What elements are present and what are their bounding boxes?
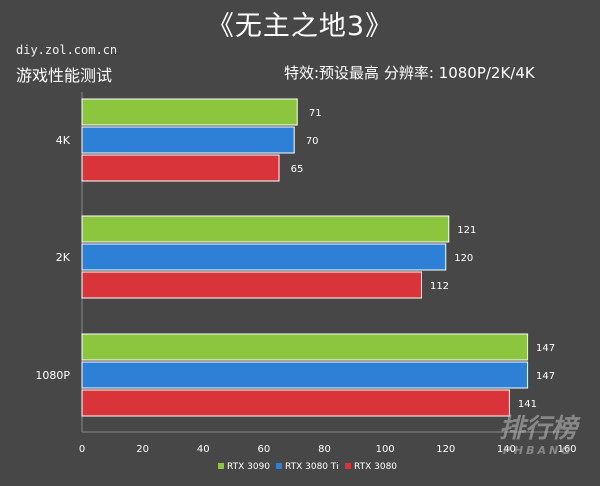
legend-swatch xyxy=(276,463,282,469)
x-tick-label: 100 xyxy=(376,444,395,455)
bar xyxy=(81,389,510,417)
legend-label: RTX 3080 Ti xyxy=(285,462,339,472)
bar-value-label: 120 xyxy=(454,253,473,264)
category-label: 4K xyxy=(56,134,71,147)
bar-value-label: 147 xyxy=(536,343,555,354)
x-tick-label: 160 xyxy=(557,444,576,455)
legend-label: RTX 3090 xyxy=(227,462,270,472)
watermark-main: 排行榜 xyxy=(498,414,577,444)
bar xyxy=(81,271,422,299)
chart-subtitle-left: 游戏性能测试 xyxy=(16,66,113,85)
bar xyxy=(81,243,447,271)
x-tick-label: 60 xyxy=(258,444,271,455)
chart-title: 《无主之地3》 xyxy=(206,11,394,42)
bar-value-label: 147 xyxy=(536,371,555,382)
chart-subtitle-right: 特效:预设最高 分辨率: 1080P/2K/4K xyxy=(284,64,535,82)
x-tick-label: 80 xyxy=(318,444,331,455)
bar xyxy=(81,98,298,126)
bar-value-label: 71 xyxy=(309,108,322,119)
bar-value-label: 112 xyxy=(430,281,449,292)
x-tick-label: 120 xyxy=(436,444,455,455)
bar xyxy=(81,333,529,361)
bar-value-label: 65 xyxy=(291,164,304,175)
bar xyxy=(81,215,450,243)
x-tick-label: 0 xyxy=(79,444,85,455)
site-url: diy.zol.com.cn xyxy=(16,43,118,57)
bar-value-label: 141 xyxy=(518,399,537,410)
bar xyxy=(81,154,280,182)
legend-swatch xyxy=(345,463,351,469)
watermark-logo: 排行榜 PHBANG xyxy=(488,414,588,457)
category-label: 1080P xyxy=(35,369,70,382)
bar-value-label: 70 xyxy=(306,136,319,147)
category-label: 2K xyxy=(56,251,71,264)
legend-swatch xyxy=(218,463,224,469)
x-tick-label: 140 xyxy=(497,444,516,455)
watermark-sub: PHBANG xyxy=(502,444,574,457)
legend-label: RTX 3080 xyxy=(354,462,397,472)
x-tick-label: 20 xyxy=(136,444,149,455)
bar-value-label: 121 xyxy=(457,225,476,236)
bar xyxy=(81,361,529,389)
x-tick-label: 40 xyxy=(197,444,210,455)
bar xyxy=(81,126,295,154)
